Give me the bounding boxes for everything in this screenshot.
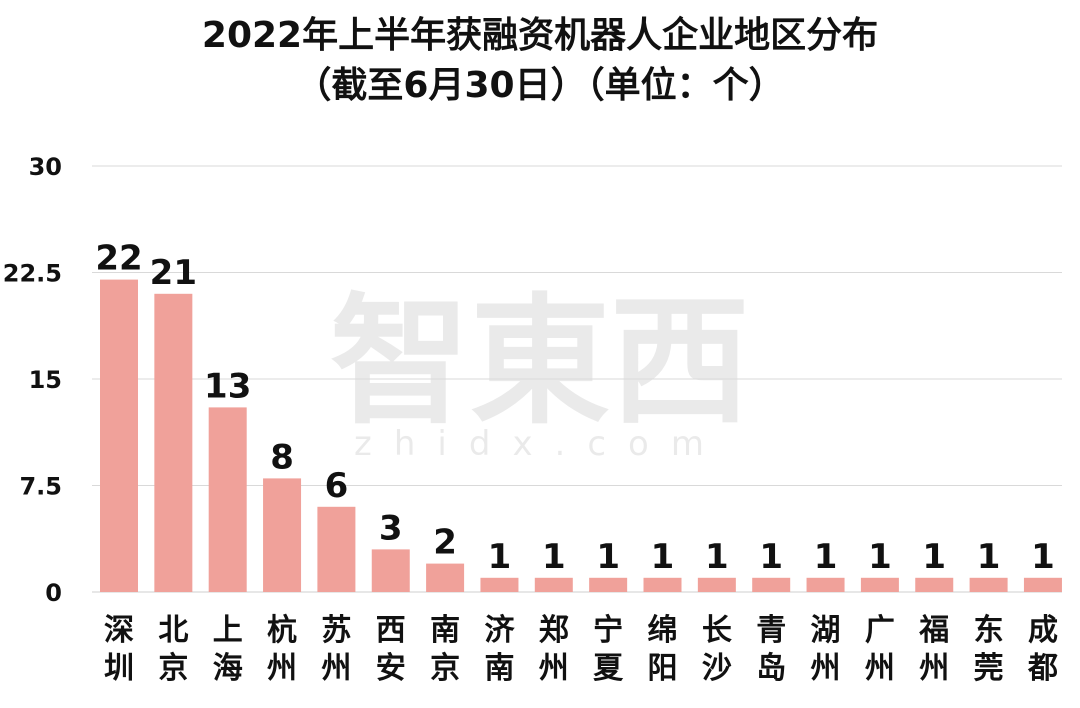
bar — [643, 577, 682, 592]
bar — [263, 478, 302, 592]
data-label: 1 — [542, 537, 566, 577]
bar — [208, 407, 247, 592]
bar — [860, 577, 899, 592]
data-label: 1 — [488, 537, 512, 577]
x-tick-label: 湖州 — [811, 613, 841, 686]
bar — [480, 577, 519, 592]
chart-subtitle: （截至6月30日）（单位：个） — [295, 65, 785, 106]
bar — [426, 563, 465, 592]
x-tick-label: 深圳 — [104, 613, 134, 686]
x-tick-label: 杭州 — [267, 613, 297, 686]
bar — [589, 577, 628, 592]
x-tick-label: 宁夏 — [593, 613, 624, 686]
data-label: 2 — [433, 523, 457, 563]
data-label: 6 — [325, 466, 349, 506]
x-tick-label: 成都 — [1027, 613, 1058, 686]
bar — [100, 279, 138, 592]
data-label: 1 — [1031, 537, 1055, 577]
bar — [1023, 577, 1062, 592]
chart-title: 2022年上半年获融资机器人企业地区分布 — [201, 15, 879, 56]
watermark-logo: 智東西 zhidx.com — [330, 281, 750, 464]
bar — [969, 577, 1008, 592]
x-tick-label: 绵阳 — [648, 613, 678, 686]
x-tick-label: 广州 — [865, 613, 895, 686]
x-tick-label: 北京 — [158, 613, 188, 686]
x-tick-label: 青岛 — [756, 613, 786, 686]
data-label: 1 — [596, 537, 620, 577]
data-label: 22 — [95, 239, 142, 279]
x-tick-label: 东莞 — [974, 613, 1004, 686]
y-tick-label: 15 — [29, 366, 62, 394]
bar — [317, 506, 356, 592]
data-label: 1 — [705, 537, 729, 577]
data-label: 13 — [204, 366, 251, 406]
data-label: 1 — [651, 537, 675, 577]
y-tick-label: 7.5 — [19, 473, 62, 501]
svg-text:zhidx.com: zhidx.com — [354, 424, 726, 464]
x-tick-label: 济南 — [484, 613, 515, 686]
y-tick-label: 30 — [29, 153, 62, 181]
bar — [915, 577, 954, 592]
bar — [806, 577, 845, 592]
bar — [697, 577, 736, 592]
data-label: 8 — [270, 437, 294, 477]
bar — [752, 577, 791, 592]
bar — [534, 577, 573, 592]
svg-text:智東西: 智東西 — [330, 281, 750, 444]
x-tick-label: 苏州 — [321, 613, 351, 686]
x-tick-label: 南京 — [430, 613, 460, 686]
x-tick-label: 福州 — [918, 613, 949, 686]
y-tick-label: 22.5 — [3, 260, 62, 288]
x-tick-label: 西安 — [376, 613, 406, 686]
x-tick-label: 上海 — [213, 613, 243, 686]
data-label: 1 — [814, 537, 838, 577]
x-tick-label: 长沙 — [702, 613, 732, 686]
data-label: 1 — [977, 537, 1001, 577]
data-label: 1 — [759, 537, 783, 577]
data-label: 1 — [922, 537, 946, 577]
data-label: 21 — [150, 253, 197, 293]
data-label: 3 — [379, 508, 403, 548]
data-label: 1 — [868, 537, 892, 577]
y-tick-label: 0 — [45, 579, 62, 607]
x-tick-label: 郑州 — [539, 613, 569, 686]
bar — [371, 549, 410, 592]
bar — [154, 293, 193, 592]
